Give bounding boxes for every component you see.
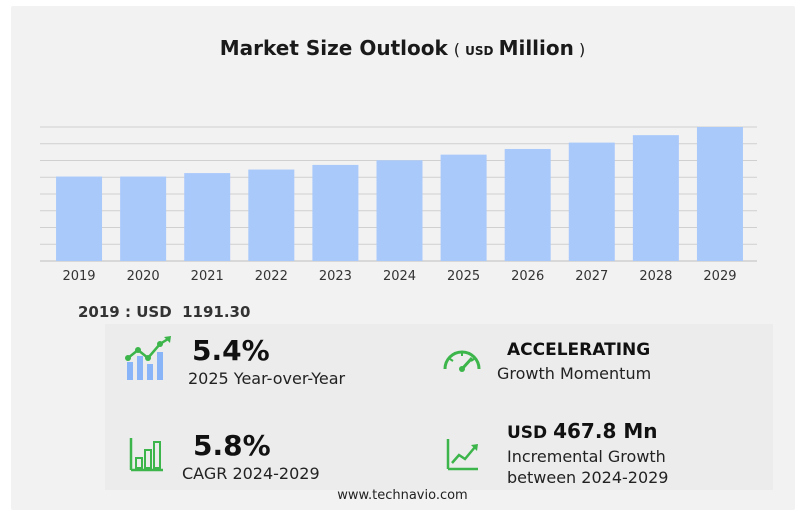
base-year-currency: USD <box>136 303 172 321</box>
title-open-paren: ( <box>453 40 461 59</box>
bar-2029 <box>696 127 743 261</box>
base-year-label: 2019 : USD 1191.30 <box>78 303 250 321</box>
yoy-value: 5.4% <box>192 334 270 367</box>
x-tick-label: 2019 <box>62 269 95 284</box>
incremental-currency: USD <box>507 423 548 443</box>
base-year: 2019 <box>78 303 120 321</box>
x-tick-label: 2023 <box>319 269 352 284</box>
x-tick-label: 2027 <box>575 269 608 284</box>
bar-2028 <box>632 135 679 261</box>
speedometer-icon <box>443 350 481 372</box>
x-tick-label: 2029 <box>703 269 736 284</box>
incremental-value-line: USD 467.8 Mn <box>507 419 657 443</box>
bar-2019 <box>56 176 103 261</box>
footer-website: www.technavio.com <box>337 488 468 503</box>
x-tick-label: 2026 <box>511 269 544 284</box>
trend-line-icon <box>446 439 478 471</box>
base-year-value: 1191.30 <box>182 303 251 321</box>
bar-2022 <box>248 169 295 261</box>
x-tick-label: 2022 <box>255 269 288 284</box>
bar-2023 <box>312 164 359 261</box>
cagr-label: CAGR 2024-2029 <box>182 464 320 483</box>
cagr-value: 5.8% <box>193 429 271 462</box>
bar-2025 <box>440 154 487 261</box>
title-main: Market Size Outlook <box>219 36 448 60</box>
incremental-label-line2: between 2024-2029 <box>507 468 669 487</box>
momentum-label: Growth Momentum <box>497 364 652 383</box>
x-tick-label: 2021 <box>191 269 224 284</box>
x-tick-label: 2025 <box>447 269 480 284</box>
incremental-value: 467.8 Mn <box>553 419 658 443</box>
bar-2024 <box>376 160 423 261</box>
chart-title: Market Size Outlook( USD Million ) <box>0 36 805 60</box>
x-tick-label: 2020 <box>127 269 160 284</box>
bar-2027 <box>568 142 615 261</box>
growth-chart-icon <box>125 336 171 380</box>
stats-panel <box>105 324 773 490</box>
title-unit-group: ( USD Million ) <box>453 36 586 60</box>
bar-chart-icon <box>129 438 163 472</box>
base-year-separator: : <box>124 303 131 321</box>
bar-2026 <box>504 148 551 261</box>
title-scale: Million <box>498 36 574 60</box>
title-unit: USD <box>465 44 494 58</box>
incremental-label-line1: Incremental Growth <box>507 447 666 466</box>
bar-chart: 2019 2020 2021 2022 2023 2024 2025 2026 2027 2028… <box>40 126 757 284</box>
bar-2020 <box>120 176 167 261</box>
bar-2021 <box>184 173 231 261</box>
x-tick-label: 2024 <box>383 269 416 284</box>
x-tick-label: 2028 <box>639 269 672 284</box>
yoy-label: 2025 Year-over-Year <box>188 369 346 388</box>
momentum-value: ACCELERATING <box>507 340 651 360</box>
title-close-paren: ) <box>578 40 586 59</box>
